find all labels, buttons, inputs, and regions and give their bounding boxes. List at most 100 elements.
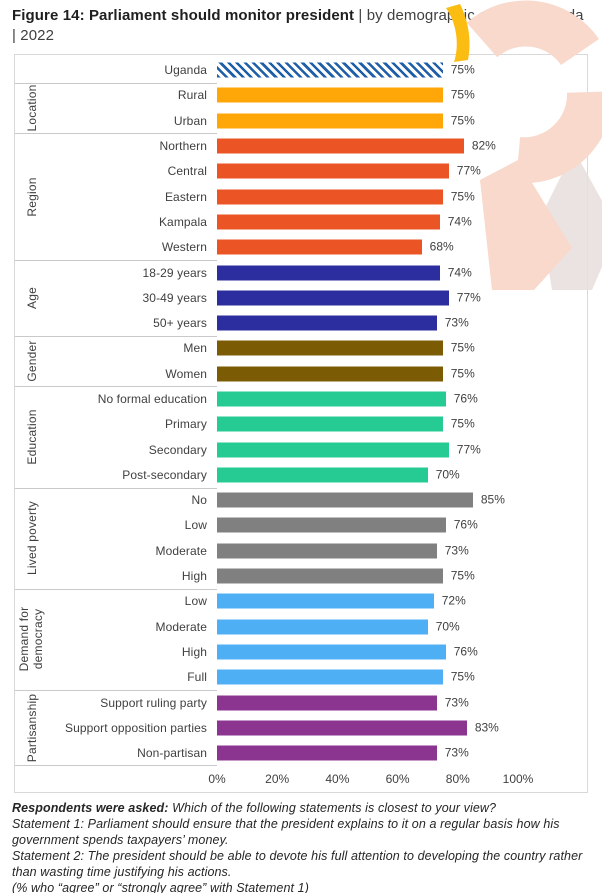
group-label-cell: Region bbox=[15, 133, 49, 259]
bar-row: Central 77% bbox=[49, 159, 587, 184]
plot-cell: 73% bbox=[217, 741, 587, 766]
bar-row: Men 75% bbox=[49, 336, 587, 361]
plot-cell: 73% bbox=[217, 538, 587, 563]
bar bbox=[217, 720, 467, 736]
value-label: 75% bbox=[450, 340, 475, 355]
category-label: No bbox=[191, 493, 207, 508]
axis-tick-label: 80% bbox=[445, 771, 470, 786]
bar-row: 18-29 years 74% bbox=[49, 260, 587, 285]
plot-cell: 74% bbox=[217, 260, 587, 285]
plot-cell: 73% bbox=[217, 310, 587, 335]
bar-scale: 75% bbox=[217, 340, 518, 356]
footnote-question-prefix: Respondents were asked: bbox=[12, 800, 169, 815]
demographic-group: Gender Men 75% Women 75% bbox=[15, 335, 587, 387]
bar-scale: 75% bbox=[217, 669, 518, 685]
value-label: 76% bbox=[453, 517, 478, 532]
category-label: Northern bbox=[159, 139, 207, 154]
value-label: 70% bbox=[435, 619, 460, 634]
bar-scale: 76% bbox=[217, 644, 518, 660]
bar bbox=[217, 695, 437, 711]
value-label: 70% bbox=[435, 467, 460, 482]
category-label: Eastern bbox=[164, 189, 207, 204]
bar bbox=[217, 315, 437, 331]
bar-scale: 70% bbox=[217, 467, 518, 483]
category-label: Women bbox=[165, 366, 207, 381]
bar-scale: 85% bbox=[217, 492, 518, 508]
plot-cell: 82% bbox=[217, 133, 587, 158]
group-label-cell: Education bbox=[15, 386, 49, 487]
group-label-cell: Partisanship bbox=[15, 690, 49, 766]
bar bbox=[217, 214, 440, 230]
value-label: 75% bbox=[450, 416, 475, 431]
bar bbox=[217, 568, 443, 584]
bar-row: Urban 75% bbox=[49, 108, 587, 133]
bar bbox=[217, 543, 437, 559]
group-label-cell: Lived poverty bbox=[15, 488, 49, 589]
bar-chart: Uganda 75% Location Rural 75% Urban 75% Region N… bbox=[15, 58, 587, 766]
value-label: 74% bbox=[447, 265, 472, 280]
figure-footnotes: Respondents were asked: Which of the fol… bbox=[0, 793, 602, 893]
plot-cell: 75% bbox=[217, 412, 587, 437]
plot-cell: 76% bbox=[217, 513, 587, 538]
footnote-statement1: Statement 1: Parliament should ensure th… bbox=[12, 816, 560, 847]
value-label: 74% bbox=[447, 214, 472, 229]
bar-row: High 75% bbox=[49, 563, 587, 588]
plot-cell: 75% bbox=[217, 665, 587, 690]
bar-row: Women 75% bbox=[49, 361, 587, 386]
value-label: 77% bbox=[456, 163, 481, 178]
value-label: 75% bbox=[450, 568, 475, 583]
value-label: 75% bbox=[450, 62, 475, 77]
bar bbox=[217, 416, 443, 432]
plot-cell: 77% bbox=[217, 285, 587, 310]
bar bbox=[217, 517, 446, 533]
demographic-group: Demand for democracy Low 72% Moderate 70% Hig… bbox=[15, 588, 587, 690]
group-label: Partisanship bbox=[25, 693, 39, 763]
demographic-group: Partisanship Support ruling party 73% Suppo… bbox=[15, 689, 587, 766]
bar bbox=[217, 745, 437, 761]
value-label: 73% bbox=[444, 695, 469, 710]
group-rows: Northern 82% Central 77% Eastern 75% Kampala 74… bbox=[49, 133, 587, 259]
category-label: Rural bbox=[177, 88, 207, 103]
plot-cell: 85% bbox=[217, 488, 587, 513]
category-label: Urban bbox=[173, 113, 207, 128]
value-label: 68% bbox=[429, 239, 454, 254]
group-label-cell bbox=[15, 58, 49, 83]
value-label: 75% bbox=[450, 113, 475, 128]
bar-scale: 74% bbox=[217, 265, 518, 281]
category-label: Kampala bbox=[158, 214, 207, 229]
group-label: Age bbox=[25, 286, 39, 309]
footnote-question: Respondents were asked: Which of the fol… bbox=[12, 800, 590, 816]
bar-row: No formal education 76% bbox=[49, 386, 587, 411]
footnote-note: (% who “agree” or “strongly agree” with … bbox=[12, 880, 309, 893]
plot-cell: 75% bbox=[217, 336, 587, 361]
bar bbox=[217, 593, 434, 609]
plot-cell: 76% bbox=[217, 386, 587, 411]
category-label: 18-29 years bbox=[142, 265, 207, 280]
bar-scale: 75% bbox=[217, 366, 518, 382]
bar-row: Non-partisan 73% bbox=[49, 741, 587, 766]
group-label: Lived poverty bbox=[25, 501, 39, 576]
bar-row: Low 76% bbox=[49, 513, 587, 538]
plot-cell: 83% bbox=[217, 715, 587, 740]
value-label: 83% bbox=[474, 720, 499, 735]
bar bbox=[217, 62, 443, 78]
group-label-cell: Demand for democracy bbox=[15, 589, 49, 690]
bar bbox=[217, 669, 443, 685]
bar-row: Secondary 77% bbox=[49, 437, 587, 462]
category-label: Secondary bbox=[148, 442, 207, 457]
bar-row: Northern 82% bbox=[49, 133, 587, 158]
plot-cell: 70% bbox=[217, 462, 587, 487]
bar-row: 50+ years 73% bbox=[49, 310, 587, 335]
category-label: Primary bbox=[164, 417, 207, 432]
plot-cell: 76% bbox=[217, 639, 587, 664]
plot-cell: 77% bbox=[217, 159, 587, 184]
group-label: Demand for democracy bbox=[17, 606, 45, 672]
bar-row: No 85% bbox=[49, 488, 587, 513]
bar bbox=[217, 239, 422, 255]
bar bbox=[217, 87, 443, 103]
category-label: No formal education bbox=[97, 392, 207, 406]
group-label: Region bbox=[25, 177, 39, 217]
plot-cell: 75% bbox=[217, 563, 587, 588]
category-label: Support ruling party bbox=[100, 695, 207, 710]
value-label: 75% bbox=[450, 366, 475, 381]
